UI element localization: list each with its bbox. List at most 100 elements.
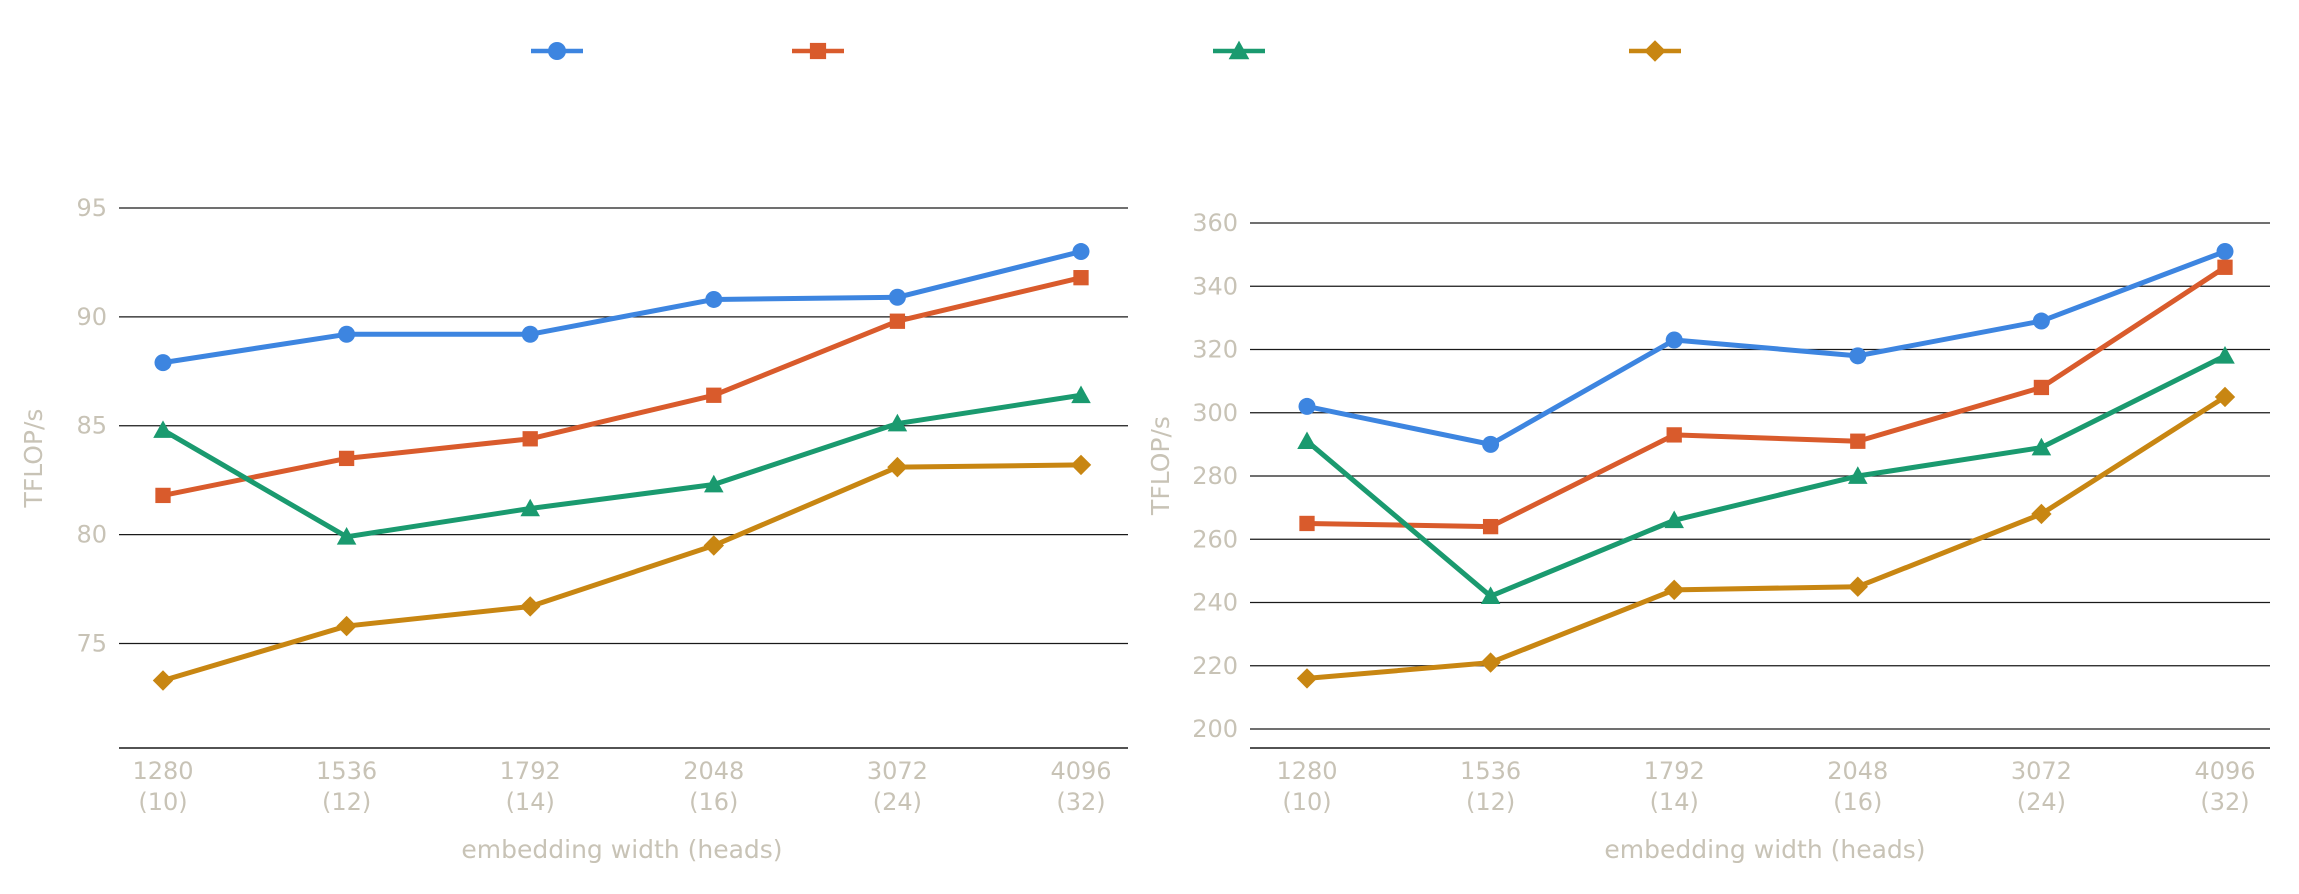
y-tick-label: 240: [1192, 589, 1238, 617]
data-point: [705, 290, 723, 308]
y-axis-label: TFLOP/s: [1146, 416, 1175, 516]
data-point: [2031, 437, 2052, 456]
y-tick-label: 360: [1192, 209, 1238, 237]
data-point: [1847, 576, 1868, 597]
data-point: [704, 474, 724, 493]
legend-marker-square: [809, 42, 827, 60]
legend: [531, 40, 1681, 62]
series-square: [1299, 259, 2233, 535]
series-triangle: [153, 385, 1091, 545]
series-line: [160, 249, 1084, 366]
data-point: [522, 431, 538, 447]
legend-item: [792, 42, 844, 60]
data-point: [154, 354, 172, 372]
legend-marker-triangle: [1228, 40, 1250, 60]
y-tick-label: 340: [1192, 272, 1238, 300]
series-line: [1304, 353, 2228, 599]
y-tick-label: 260: [1192, 525, 1238, 553]
data-point: [1480, 652, 1501, 673]
data-point: [521, 325, 539, 343]
y-tick-label: 80: [76, 521, 107, 549]
legend-marker-diamond: [1644, 40, 1666, 62]
y-tick-label: 280: [1192, 462, 1238, 490]
data-point: [1666, 427, 1682, 443]
data-point: [338, 450, 355, 467]
series-line: [160, 462, 1084, 683]
chart-panel-left: 75 80 85 90 95 1280 (10) 1536 (12) 1792 (14) 2048 (1…: [19, 194, 1128, 864]
data-point: [336, 527, 357, 545]
series-line: [160, 275, 1084, 498]
data-point: [1848, 466, 1868, 484]
legend-marker-circle: [548, 42, 566, 60]
series-line: [1304, 264, 2228, 530]
data-point: [520, 596, 541, 617]
data-point: [520, 498, 540, 517]
data-point: [1299, 515, 1315, 532]
data-point: [1296, 668, 1318, 689]
data-point: [1073, 270, 1089, 286]
data-point: [1070, 454, 1092, 476]
x-tick-label: 1792 (14): [500, 757, 561, 816]
chart-panel-right: 200 220 240 260 280 300 320 340 360 1280 (10) 1536(…: [1146, 209, 2270, 864]
legend-item: [1213, 40, 1265, 60]
series-circle: [154, 243, 1090, 372]
y-tick-label: 320: [1192, 336, 1238, 364]
y-tick-label: 85: [76, 412, 107, 440]
data-point: [2216, 242, 2234, 260]
data-point: [1298, 397, 1316, 415]
series-square: [155, 270, 1089, 504]
data-point: [703, 535, 724, 556]
series-line: [1304, 248, 2228, 447]
data-point: [2031, 503, 2052, 525]
series-diamond: [152, 454, 1092, 691]
data-point: [1664, 510, 1684, 529]
data-point: [1482, 435, 1500, 453]
data-point: [1297, 431, 1317, 450]
x-axis-label: embedding width (heads): [461, 835, 782, 864]
data-point: [888, 288, 906, 306]
x-tick-label: 1536 (12): [1460, 757, 1521, 816]
x-tick-label: 4096 (32): [2194, 757, 2255, 816]
data-point: [2217, 259, 2233, 275]
legend-item: [531, 42, 583, 60]
data-point: [2214, 386, 2236, 408]
data-point: [2033, 379, 2050, 396]
data-point: [1071, 385, 1091, 404]
x-tick-label: 4096 (32): [1050, 757, 1111, 816]
y-tick-label: 90: [76, 303, 107, 331]
data-point: [336, 615, 357, 637]
x-tick-label: 1792 (14): [1644, 757, 1705, 816]
x-tick-label: 3072 (24): [2011, 757, 2072, 816]
y-axis-label: TFLOP/s: [19, 409, 48, 509]
data-point: [1482, 518, 1499, 535]
x-tick-label: 3072 (24): [867, 757, 928, 816]
data-point: [2215, 346, 2235, 364]
data-point: [2032, 312, 2050, 330]
series-line: [160, 392, 1084, 540]
data-point: [153, 420, 173, 438]
data-point: [1850, 433, 1866, 449]
data-point: [1664, 579, 1685, 601]
data-point: [706, 387, 722, 403]
data-point: [338, 325, 356, 343]
x-tick-label: 2048 (16): [1827, 757, 1888, 816]
x-tick-label: 1536 (12): [316, 757, 377, 816]
data-point: [889, 313, 906, 329]
y-tick-label: 95: [76, 194, 107, 222]
y-tick-label: 75: [76, 629, 107, 657]
y-tick-label: 220: [1192, 652, 1238, 680]
x-tick-label: 1280 (10): [1276, 757, 1337, 816]
series-line: [1304, 394, 2228, 681]
data-point: [887, 456, 908, 478]
x-tick-label: 1280 (10): [132, 757, 193, 816]
series-triangle: [1297, 346, 2235, 605]
data-point: [1849, 347, 1867, 365]
series-diamond: [1296, 386, 2236, 689]
x-axis-label: embedding width (heads): [1604, 835, 1925, 864]
data-point: [1665, 331, 1683, 349]
legend-item: [1629, 40, 1681, 62]
y-tick-label: 200: [1192, 715, 1238, 743]
series-circle: [1298, 242, 2234, 453]
data-point: [152, 670, 174, 691]
